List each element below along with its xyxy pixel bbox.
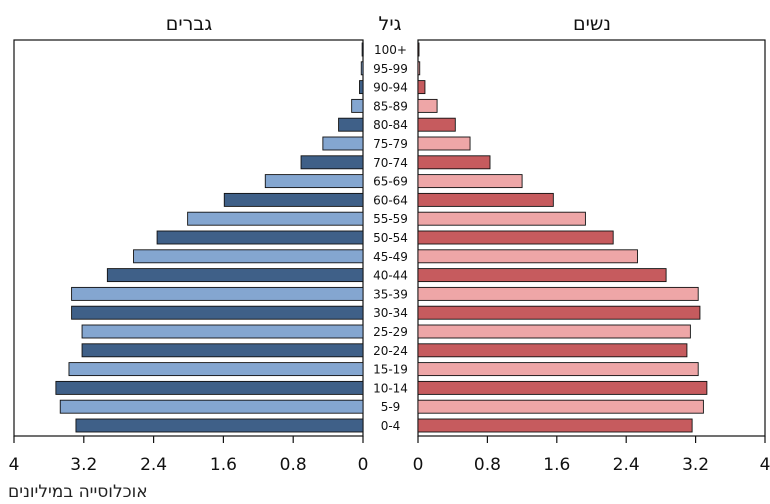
female-bar-45-49 [417, 249, 638, 264]
age-label-20-24: 20-24 [373, 344, 408, 358]
male-bar-100+ [361, 42, 364, 57]
male-bar-25-29 [81, 324, 364, 339]
male-bar-45-49 [133, 249, 364, 264]
age-label-45-49: 45-49 [373, 250, 408, 264]
age-label-85-89: 85-89 [373, 99, 408, 113]
age-label-50-54: 50-54 [373, 231, 408, 245]
age-labels: 100+ 95-99 90-94 85-89 80-84 75-79 70-74 65-69 6… [373, 43, 408, 433]
male-tick-label-4: 4 [9, 455, 20, 475]
male-tick-label-0: 0 [358, 455, 369, 475]
male-tick-label-2.4: 2.4 [140, 455, 167, 475]
female-bar-25-29 [417, 324, 691, 339]
female-header: נשים [573, 13, 611, 35]
axis-footer-label: אוכלוסייה במיליונים [8, 482, 148, 502]
male-bar-90-94 [359, 80, 364, 95]
male-bar-5-9 [59, 399, 364, 414]
female-tick-label-0.8: 0.8 [474, 455, 501, 475]
age-label-55-59: 55-59 [373, 212, 408, 226]
female-bar-30-34 [417, 305, 701, 320]
female-bar-65-69 [417, 174, 523, 189]
age-label-35-39: 35-39 [373, 287, 408, 301]
age-label-70-74: 70-74 [373, 156, 408, 170]
female-bar-40-44 [417, 268, 667, 283]
male-bar-55-59 [187, 211, 364, 226]
female-tick-label-0: 0 [413, 455, 424, 475]
male-tick-label-1.6: 1.6 [210, 455, 237, 475]
male-header: גברים [166, 13, 213, 35]
male-bar-15-19 [68, 362, 364, 377]
female-tick-label-1.6: 1.6 [543, 455, 570, 475]
male-bar-60-64 [223, 192, 364, 207]
female-tick-label-4: 4 [760, 455, 770, 475]
male-bar-95-99 [360, 61, 364, 76]
female-tick-label-3.2: 3.2 [682, 455, 709, 475]
male-bar-10-14 [55, 380, 364, 395]
male-bar-30-34 [71, 305, 364, 320]
male-bar-80-84 [338, 117, 364, 132]
age-label-60-64: 60-64 [373, 193, 408, 207]
age-label-80-84: 80-84 [373, 118, 408, 132]
male-bar-20-24 [81, 343, 364, 358]
age-label-15-19: 15-19 [373, 363, 408, 377]
age-label-95-99: 95-99 [373, 62, 408, 76]
female-bar-0-4 [417, 418, 693, 433]
age-label-75-79: 75-79 [373, 137, 408, 151]
age-label-5-9: 5-9 [381, 400, 401, 414]
male-bar-75-79 [322, 136, 364, 151]
female-bar-70-74 [417, 155, 491, 170]
x-axis-ticks: 0 0 0.8 0.8 1.6 1.6 2.4 2.4 3.2 3.2 4 4 [9, 436, 770, 475]
female-tick-label-2.4: 2.4 [613, 455, 640, 475]
male-bar-65-69 [264, 174, 364, 189]
male-bar-70-74 [300, 155, 364, 170]
male-bar-40-44 [106, 268, 364, 283]
female-bar-90-94 [417, 80, 426, 95]
female-bar-15-19 [417, 362, 699, 377]
female-bar-100+ [417, 42, 420, 57]
female-bar-10-14 [417, 380, 708, 395]
male-bar-35-39 [71, 286, 364, 301]
female-bar-35-39 [417, 286, 699, 301]
age-label-0-4: 0-4 [381, 419, 401, 433]
male-bar-0-4 [75, 418, 364, 433]
female-bar-5-9 [417, 399, 704, 414]
age-label-30-34: 30-34 [373, 306, 408, 320]
age-label-65-69: 65-69 [373, 175, 408, 189]
male-tick-label-0.8: 0.8 [280, 455, 307, 475]
female-bar-75-79 [417, 136, 471, 151]
age-label-90-94: 90-94 [373, 81, 408, 95]
age-label-25-29: 25-29 [373, 325, 408, 339]
female-bar-55-59 [417, 211, 586, 226]
female-bar-85-89 [417, 98, 438, 113]
female-bar-50-54 [417, 230, 614, 245]
male-bar-85-89 [351, 98, 364, 113]
female-bar-20-24 [417, 343, 688, 358]
age-label-40-44: 40-44 [373, 269, 408, 283]
male-tick-label-3.2: 3.2 [70, 455, 97, 475]
female-bar-60-64 [417, 192, 554, 207]
male-bar-50-54 [156, 230, 364, 245]
age-header: גיל [379, 13, 402, 35]
female-bar-80-84 [417, 117, 456, 132]
age-label-100+: 100+ [374, 43, 407, 57]
female-bar-95-99 [417, 61, 421, 76]
bars [55, 42, 708, 433]
age-label-10-14: 10-14 [373, 381, 408, 395]
